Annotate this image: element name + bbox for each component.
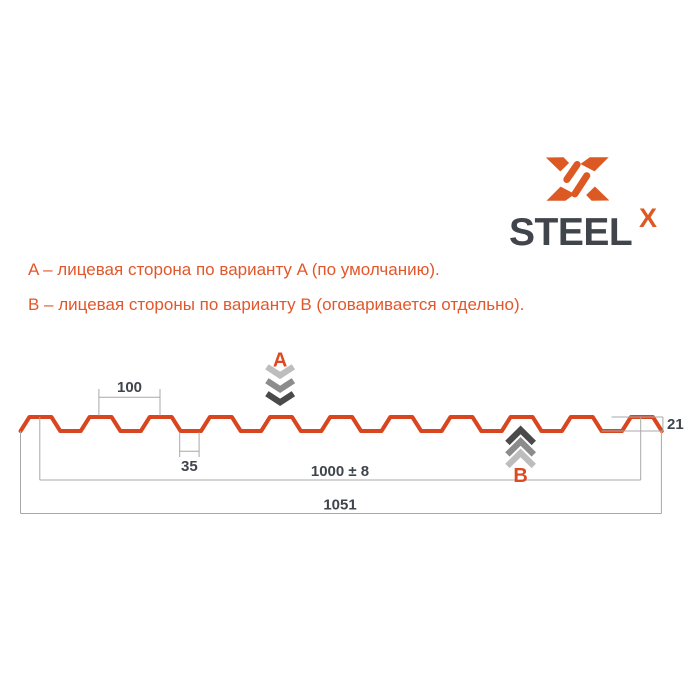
svg-text:B: B [513,465,527,487]
svg-text:21: 21 [667,416,684,433]
svg-text:100: 100 [117,379,142,396]
svg-text:1000 ± 8: 1000 ± 8 [311,463,369,480]
svg-text:A: A [273,350,287,372]
svg-text:35: 35 [181,458,198,475]
svg-text:1051: 1051 [323,497,356,514]
